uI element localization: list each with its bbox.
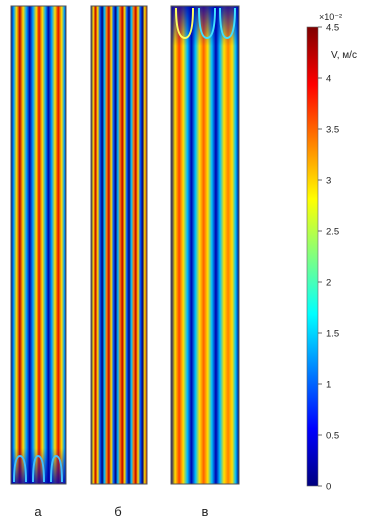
colorbar-tick-label: 4.5 <box>326 23 339 34</box>
panel-b-frame <box>90 5 148 485</box>
panel-a-frame <box>10 5 67 485</box>
colorbar-tick-label: 4 <box>326 74 331 85</box>
panel-c-frame <box>170 5 240 485</box>
colorbar-tick-label: 1.5 <box>326 329 339 340</box>
panel-a-field <box>11 6 66 484</box>
panel-b-label: б <box>114 504 121 519</box>
colorbar-exponent: ×10⁻² <box>319 12 342 22</box>
panel-a-label: а <box>34 504 42 519</box>
panel-c-field <box>171 6 239 484</box>
panel-b: б <box>90 5 148 519</box>
colorbar-gradient <box>306 26 319 487</box>
panel-a-bottom-loops <box>11 448 66 484</box>
panel-c: в <box>170 5 240 519</box>
colorbar-tick-label: 1 <box>326 380 331 391</box>
colorbar-tick-label: 3.5 <box>326 125 339 136</box>
colorbar-ticks: 4.5 4 3.5 3 2.5 2 1.5 1 0.5 0 <box>318 23 339 493</box>
panel-b-field <box>91 6 147 484</box>
colorbar-tick-label: 2 <box>326 278 331 289</box>
panel-c-label: в <box>202 504 209 519</box>
colorbar: ×10⁻² V, м/с 4.5 4 3.5 3 2.5 2 1.5 1 0.5 0 <box>306 12 357 493</box>
panel-a: а <box>10 5 67 519</box>
colorbar-tick-label: 0.5 <box>326 431 339 442</box>
colorbar-tick-label: 3 <box>326 176 331 187</box>
colorbar-quantity-label: V, м/с <box>331 50 357 61</box>
colorbar-tick-label: 0 <box>326 482 331 493</box>
colorbar-tick-label: 2.5 <box>326 227 339 238</box>
panel-c-top-loops <box>171 6 239 46</box>
